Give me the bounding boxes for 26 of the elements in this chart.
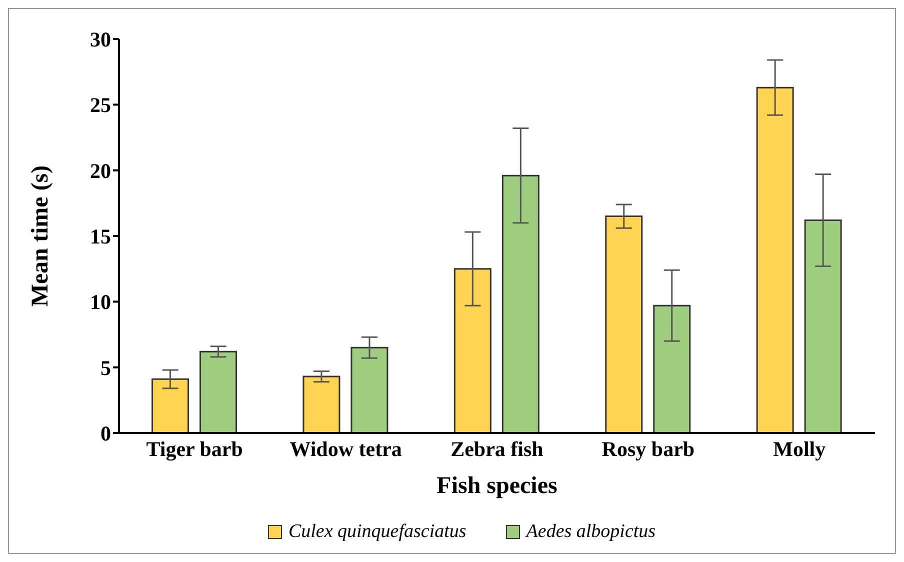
bar (200, 350, 238, 433)
y-tick-label: 5 (100, 356, 111, 380)
bar (302, 376, 340, 433)
legend-label: Culex quinquefasciatus (287, 521, 466, 543)
y-tick-label: 30 (90, 27, 111, 52)
y-tick-label: 15 (90, 224, 111, 248)
bar (502, 174, 540, 433)
bar (804, 219, 842, 433)
x-tick-label: Rosy barb (602, 436, 695, 461)
x-tick-label: Widow tetra (290, 436, 402, 461)
y-tick-label: 0 (100, 421, 111, 446)
y-axis-title: Mean time (s) (28, 165, 54, 307)
y-tick-label: 10 (90, 290, 111, 314)
x-tick-label: Molly (773, 436, 826, 461)
x-tick-label: Zebra fish (450, 436, 544, 461)
bar (350, 346, 388, 433)
bar (454, 268, 492, 433)
y-tick-label: 25 (90, 93, 111, 118)
x-tick-label: Tiger barb (146, 436, 243, 461)
bar (756, 86, 794, 433)
x-axis-title: Fish species (436, 473, 558, 499)
bar (653, 304, 691, 433)
legend-label: Aedes albopictus (524, 521, 656, 543)
y-tick-label: 20 (90, 158, 111, 183)
bar (605, 216, 643, 433)
bar (152, 378, 190, 433)
